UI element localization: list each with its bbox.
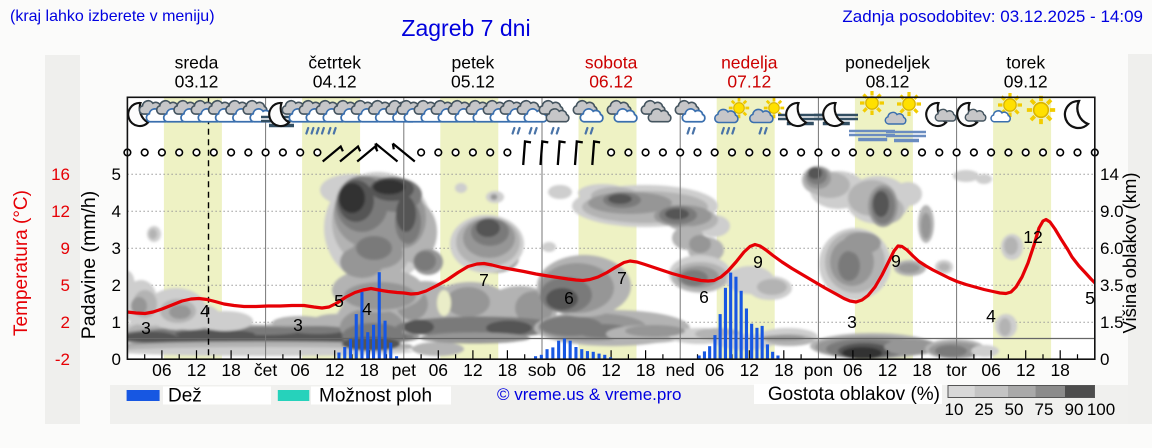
svg-text:9: 9 [61,239,70,258]
svg-text:10: 10 [945,400,964,419]
svg-text:12: 12 [51,202,70,221]
svg-text:4: 4 [200,301,210,321]
svg-text:3: 3 [847,312,857,332]
svg-text:Zadnja posodobitev: 03.12.2025: Zadnja posodobitev: 03.12.2025 - 14:09 [842,7,1143,26]
svg-text:5: 5 [334,291,344,311]
svg-text:2: 2 [61,313,70,332]
svg-text:18: 18 [1050,360,1069,380]
svg-text:90: 90 [1065,400,1084,419]
svg-text:7: 7 [479,270,489,290]
svg-text:25: 25 [975,400,994,419]
svg-text:čet: čet [254,360,277,380]
svg-text:7: 7 [617,268,627,288]
svg-text:nedelja: nedelja [721,53,778,73]
svg-text:12: 12 [740,360,759,380]
svg-text:-2: -2 [55,350,70,369]
svg-text:12: 12 [187,360,206,380]
svg-text:07.12: 07.12 [727,72,771,92]
svg-text:4: 4 [362,299,372,319]
svg-text:3.5: 3.5 [1100,276,1124,295]
svg-text:Gostota oblakov (%): Gostota oblakov (%) [768,384,940,405]
svg-text:3: 3 [293,315,303,335]
svg-text:sob: sob [528,360,556,380]
svg-text:Možnost ploh: Možnost ploh [319,386,432,407]
svg-text:Zagreb 7 dni: Zagreb 7 dni [401,15,530,41]
svg-text:12: 12 [325,360,344,380]
svg-text:18: 18 [912,360,931,380]
svg-text:06: 06 [567,360,586,380]
svg-text:06: 06 [705,360,724,380]
svg-text:9: 9 [891,251,901,271]
svg-text:ned: ned [666,360,695,380]
svg-text:0: 0 [112,350,121,369]
svg-text:04.12: 04.12 [313,72,357,92]
svg-text:1: 1 [112,313,121,332]
svg-text:12: 12 [463,360,482,380]
svg-text:16: 16 [51,165,70,184]
svg-text:5: 5 [112,165,121,184]
svg-text:3: 3 [112,239,121,258]
svg-text:18: 18 [359,360,378,380]
svg-text:6.0: 6.0 [1100,239,1124,258]
svg-text:Višina oblakov (km): Višina oblakov (km) [1119,172,1140,333]
svg-text:5: 5 [61,276,70,295]
svg-text:9: 9 [753,252,763,272]
svg-text:pon: pon [804,360,833,380]
svg-text:0: 0 [1100,350,1109,369]
svg-text:5: 5 [1085,288,1095,308]
svg-text:06.12: 06.12 [589,72,633,92]
svg-text:18: 18 [221,360,240,380]
svg-text:18: 18 [498,360,517,380]
svg-text:sobota: sobota [585,53,638,73]
svg-text:06: 06 [429,360,448,380]
svg-text:Dež: Dež [168,386,202,407]
svg-text:12: 12 [1016,360,1035,380]
svg-text:ponedeljek: ponedeljek [845,53,930,73]
svg-text:sreda: sreda [175,53,219,73]
svg-text:tor: tor [946,360,967,380]
svg-text:3: 3 [141,318,151,338]
svg-text:06: 06 [152,360,171,380]
svg-text:06: 06 [981,360,1000,380]
svg-text:4: 4 [986,306,996,326]
svg-text:09.12: 09.12 [1004,72,1048,92]
svg-text:06: 06 [290,360,309,380]
svg-text:50: 50 [1005,400,1024,419]
svg-text:05.12: 05.12 [451,72,495,92]
svg-text:4: 4 [112,202,121,221]
svg-text:12: 12 [878,360,897,380]
svg-text:18: 18 [636,360,655,380]
svg-text:06: 06 [843,360,862,380]
svg-text:12: 12 [601,360,620,380]
svg-text:(kraj lahko izberete v meniju): (kraj lahko izberete v meniju) [10,8,215,25]
svg-text:18: 18 [774,360,793,380]
svg-text:petek: petek [451,53,494,73]
svg-text:14: 14 [1100,165,1119,184]
svg-text:pet: pet [392,360,416,380]
svg-text:08.12: 08.12 [866,72,910,92]
svg-text:100: 100 [1087,400,1115,419]
svg-text:9.0: 9.0 [1100,202,1124,221]
svg-text:Padavine (mm/h): Padavine (mm/h) [78,191,100,339]
svg-text:torek: torek [1006,53,1045,73]
svg-text:četrtek: četrtek [308,53,361,73]
svg-text:12: 12 [1023,227,1042,247]
svg-text:6: 6 [564,288,574,308]
svg-text:1.5: 1.5 [1100,313,1124,332]
svg-text:75: 75 [1035,400,1054,419]
svg-text:© vreme.us & vreme.pro: © vreme.us & vreme.pro [497,385,681,404]
svg-text:2: 2 [112,276,121,295]
svg-text:6: 6 [699,287,709,307]
svg-text:03.12: 03.12 [175,72,219,92]
svg-text:Temperatura (°C): Temperatura (°C) [11,190,32,336]
